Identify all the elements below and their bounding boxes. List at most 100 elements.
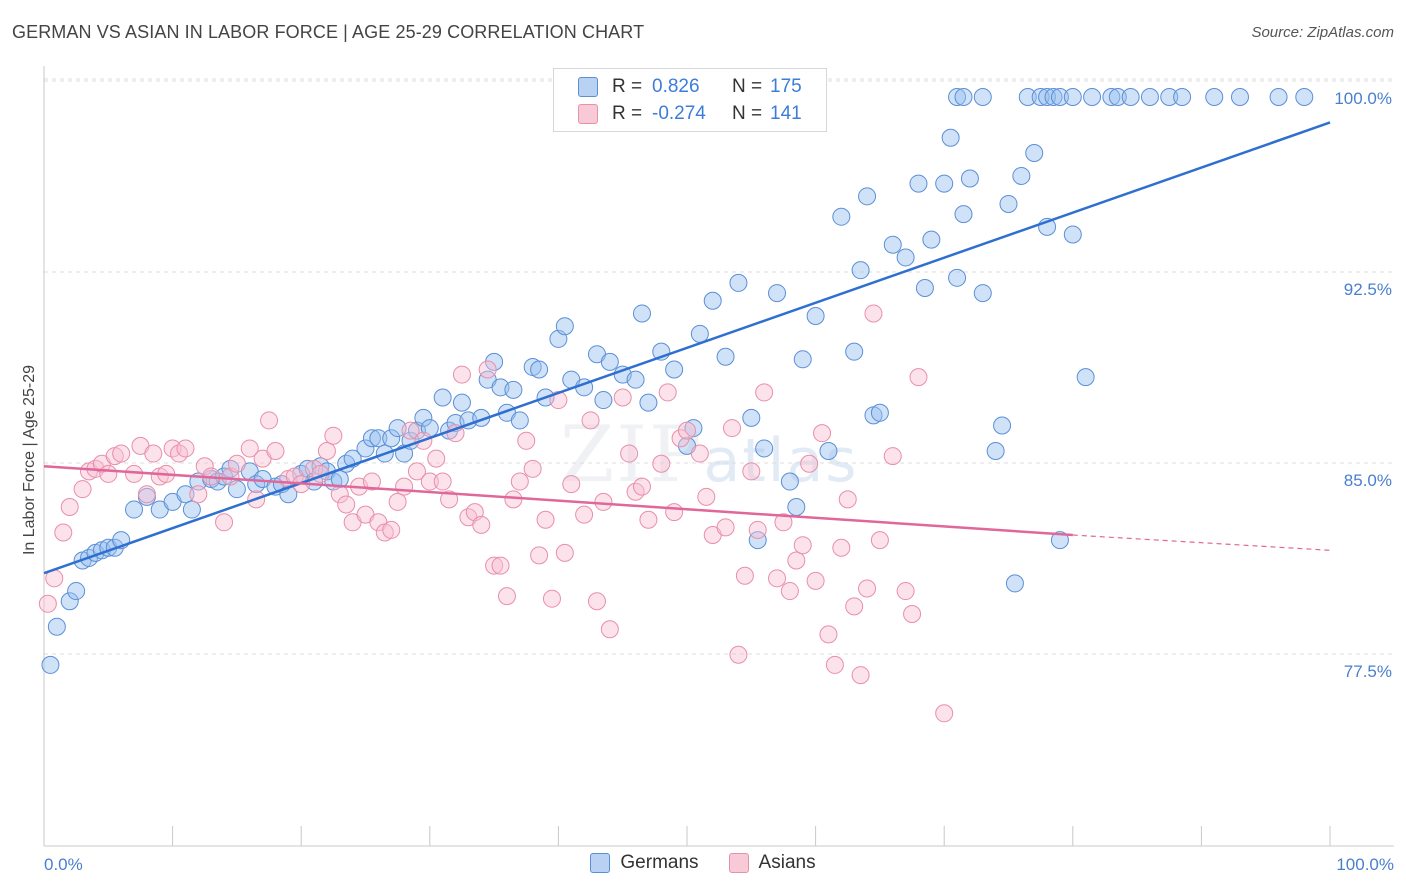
german-point: [986, 441, 1005, 460]
asian-point: [73, 480, 92, 499]
asian-point: [549, 391, 568, 410]
asian-point: [845, 597, 864, 616]
asian-point: [819, 625, 838, 644]
germans-r-label: R =: [612, 76, 643, 97]
germans-swatch: [578, 77, 598, 97]
asian-point: [896, 582, 915, 601]
chart-legend: Germans Asians: [0, 852, 1406, 874]
asian-point: [337, 495, 356, 514]
german-point: [896, 248, 915, 267]
correlation-stats-box: R = 0.826 N = 175 R = -0.274 N = 141: [553, 68, 827, 132]
asian-point: [748, 520, 767, 539]
german-point: [1173, 88, 1192, 106]
german-point: [819, 441, 838, 460]
german-point: [851, 261, 870, 280]
y-tick-label: 85.0%: [1344, 471, 1392, 490]
german-point: [1269, 88, 1288, 106]
asian-point: [587, 592, 606, 611]
source-credit: Source: ZipAtlas.com: [1251, 24, 1394, 41]
asian-point: [137, 485, 156, 504]
asian-point: [215, 513, 234, 532]
german-point: [414, 408, 433, 427]
german-point: [41, 655, 60, 674]
german-point: [1160, 88, 1179, 106]
asian-point: [755, 383, 774, 402]
asian-point: [825, 655, 844, 674]
asians-r-value: -0.274: [652, 103, 706, 124]
german-point: [530, 360, 549, 379]
asian-point: [388, 492, 407, 511]
asian-point: [903, 604, 922, 623]
german-point: [1038, 88, 1057, 106]
asian-point: [227, 454, 246, 473]
legend-germans-label: Germans: [620, 852, 699, 873]
asian-point: [632, 477, 651, 496]
asian-point: [793, 536, 812, 555]
german-point: [665, 360, 684, 379]
german-point: [1063, 225, 1082, 244]
german-point: [948, 88, 967, 106]
germans-n-value: 175: [770, 76, 802, 97]
german-point: [858, 187, 877, 206]
german-point: [973, 88, 992, 106]
asian-point: [639, 510, 658, 529]
asian-point: [362, 472, 381, 491]
german-point: [935, 174, 954, 193]
asian-point: [440, 490, 459, 509]
german-point: [382, 429, 401, 448]
asian-point: [594, 492, 613, 511]
german-point: [485, 352, 504, 371]
german-point: [703, 291, 722, 310]
asian-point: [723, 419, 742, 438]
german-point: [768, 284, 787, 303]
asians-n-label: N =: [732, 103, 763, 124]
asian-point: [144, 444, 163, 463]
german-point: [67, 582, 86, 601]
asian-trend-line: [43, 465, 1073, 537]
asian-point: [427, 449, 446, 468]
german-point: [941, 128, 960, 147]
german-point: [600, 352, 619, 371]
german-point: [748, 531, 767, 550]
x-tick-label: 0.0%: [44, 855, 83, 874]
german-point: [362, 429, 381, 448]
y-tick-label: 77.5%: [1344, 662, 1392, 681]
asian-point: [652, 454, 671, 473]
german-point: [960, 169, 979, 188]
german-point: [504, 380, 523, 399]
asians-stat-row: R = -0.274 N = 141: [578, 101, 850, 127]
german-point: [993, 416, 1012, 435]
asian-point: [581, 411, 600, 430]
asian-point: [54, 523, 73, 542]
germans-n-label: N =: [732, 76, 763, 97]
asian-point: [491, 556, 510, 575]
german-point: [716, 347, 735, 366]
legend-asians-swatch: [728, 853, 749, 873]
german-trend-line: [43, 121, 1331, 575]
german-point: [182, 500, 201, 519]
asian-point: [780, 582, 799, 601]
german-point: [787, 498, 806, 517]
asian-point: [671, 429, 690, 448]
german-point: [922, 230, 941, 249]
german-point: [1031, 88, 1050, 106]
germans-r-value: 0.826: [652, 76, 700, 97]
asians-r-label: R =: [612, 103, 643, 124]
asian-point: [523, 459, 542, 478]
asian-point: [401, 421, 420, 440]
asian-point: [806, 571, 825, 590]
german-point: [793, 350, 812, 369]
asian-point: [575, 505, 594, 524]
legend-item-germans[interactable]: Germans: [590, 852, 699, 874]
german-point: [176, 485, 195, 504]
german-point: [948, 268, 967, 287]
german-point: [47, 617, 66, 636]
asian-point: [517, 431, 536, 450]
asian-point: [813, 424, 832, 443]
german-point: [690, 324, 709, 343]
asian-point: [613, 388, 632, 407]
asian-point: [787, 551, 806, 570]
legend-item-asians[interactable]: Asians: [728, 852, 816, 874]
asian-point: [112, 444, 131, 463]
german-point: [60, 592, 79, 611]
